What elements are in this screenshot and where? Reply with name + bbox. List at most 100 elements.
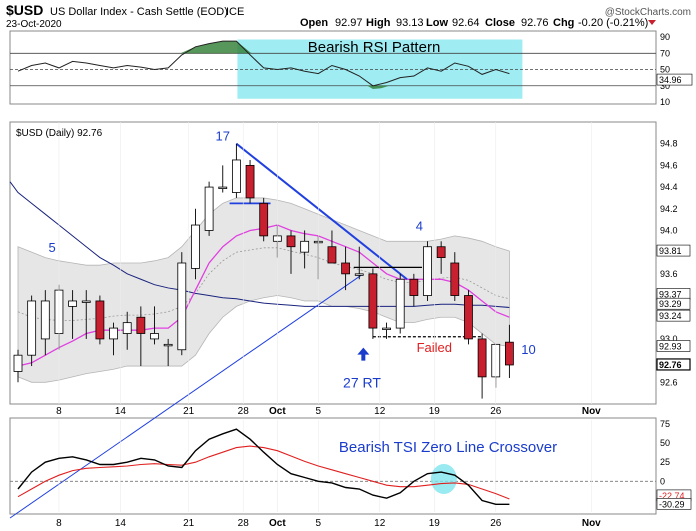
close-value: 92.76 [521, 17, 549, 29]
down-arrow-icon [648, 20, 656, 25]
watermark: @StockCharts.com [605, 7, 691, 18]
price-x-tick: 21 [183, 406, 195, 417]
price-tick-label: 94.6 [660, 160, 678, 170]
price-label: 92.76 [659, 360, 682, 370]
high-value: 93.13 [396, 17, 424, 29]
candle-body [245, 164, 255, 199]
low-label: Low [426, 17, 448, 29]
tsi-x-tick: 28 [238, 518, 250, 529]
instrument-name: US Dollar Index - Cash Settle (EOD) [50, 6, 228, 18]
candle-body [109, 327, 118, 340]
price-x-tick: 5 [316, 406, 322, 417]
open-label: Open [300, 17, 328, 29]
candle-body [81, 300, 91, 303]
candle-body [136, 316, 146, 334]
ohlc-readout: Open 92.97 High 93.13 Low 92.64 Close 92… [300, 17, 656, 29]
rsi-last-label: 34.96 [659, 75, 682, 85]
rsi-tick-label: 90 [660, 32, 670, 42]
candle-body [464, 295, 473, 340]
tsi-panel: 75 50 25 0 -22.74-30.29 8 14 21 28 Oct 5 12 19 26 Nov B… [10, 419, 692, 529]
candle-body [122, 322, 132, 334]
open-value: 92.97 [335, 17, 363, 29]
rsi-tick-label: 30 [660, 81, 670, 91]
price-x-tick: 19 [429, 406, 441, 417]
tsi-last-box [656, 498, 692, 510]
rsi-tick-label: 50 [660, 65, 670, 75]
rsi-panel: 90 70 50 30 10 34.96 Bearish RSI Pattern [10, 32, 693, 107]
falling-trendline [235, 142, 408, 281]
candle-body [150, 333, 159, 340]
price-label-box [656, 340, 691, 352]
tsi-x-tick: 12 [374, 518, 386, 529]
candle-body [368, 273, 378, 329]
candle-body [327, 246, 337, 264]
candle-body [177, 262, 187, 351]
chart-date: 23-Oct-2020 [6, 19, 62, 30]
price-label: 93.37 [659, 289, 682, 299]
candle-body [341, 262, 351, 275]
rsi-last-box [656, 73, 693, 86]
candle-body [395, 278, 405, 329]
candle-body [286, 235, 296, 248]
tsi-tick-label: 25 [660, 457, 670, 467]
rsi-oversold-fill [367, 85, 390, 90]
rsi-line [17, 40, 510, 87]
price-x-tick: 14 [115, 406, 127, 417]
tsi-tick-label: 0 [660, 476, 665, 486]
tsi-last-label: -30.29 [659, 499, 685, 509]
rsi-highlight-box [237, 39, 523, 99]
tsi-x-tick: 5 [316, 518, 322, 529]
price-x-tick: 28 [238, 406, 250, 417]
candle-body [423, 246, 432, 296]
price-label-box [656, 297, 691, 310]
rsi-title: Bearish RSI Pattern [308, 39, 441, 56]
wave-label-10: 10 [521, 342, 535, 357]
price-x-tick: 12 [374, 406, 386, 417]
symbol: $USD [6, 2, 43, 18]
price-tick-label: 93.6 [660, 269, 678, 279]
chart-header: $USD US Dollar Index - Cash Settle (EOD)… [6, 2, 691, 30]
failed-label: Failed [417, 340, 452, 355]
wave-label-27rt: 27 RT [343, 375, 381, 391]
price-x-tick: Nov [582, 406, 601, 417]
tsi-line [17, 428, 510, 505]
rsi-tick-label: 70 [660, 48, 670, 58]
rising-trendline [9, 273, 364, 519]
tsi-title: Bearish TSI Zero Line Crossover [339, 439, 557, 456]
price-x-tick: 26 [490, 406, 502, 417]
wave-label-4: 4 [416, 218, 423, 233]
rsi-overbought-fill [180, 41, 252, 54]
candle-body [409, 278, 419, 296]
tsi-panel-frame [9, 417, 657, 515]
tsi-x-tick: 14 [115, 518, 127, 529]
tsi-x-tick: Oct [269, 518, 286, 529]
tsi-signal-line [17, 445, 510, 500]
price-label-box [656, 309, 691, 322]
price-label: 92.93 [659, 342, 682, 352]
price-label: 93.81 [659, 246, 682, 256]
wave-label-5: 5 [49, 240, 56, 255]
tsi-tick-label: 50 [660, 438, 670, 448]
candle-body [354, 273, 364, 276]
candle-body [504, 341, 514, 366]
price-title: $USD (Daily) 92.76 [16, 128, 103, 139]
candle-body [450, 262, 460, 296]
tsi-x-tick: 21 [183, 518, 195, 529]
price-tick-label: 94.2 [660, 204, 678, 214]
candle-body [68, 300, 77, 307]
candle-body [477, 338, 487, 378]
candle-body [436, 246, 446, 258]
price-tick-label: 94.0 [660, 225, 678, 235]
price-x-tick: Oct [269, 406, 286, 417]
long-moving-average [9, 181, 510, 308]
candle-body [218, 186, 228, 189]
tsi-tick-label: 75 [660, 419, 670, 429]
candle-body [300, 240, 310, 253]
chg-label: Chg [553, 17, 574, 29]
high-label: High [366, 17, 391, 29]
candle-body [259, 202, 269, 237]
candle-body [13, 354, 23, 372]
price-panel: 94.894.694.494.294.093.693.493.293.092.6… [9, 122, 691, 519]
candle-body [382, 327, 391, 330]
